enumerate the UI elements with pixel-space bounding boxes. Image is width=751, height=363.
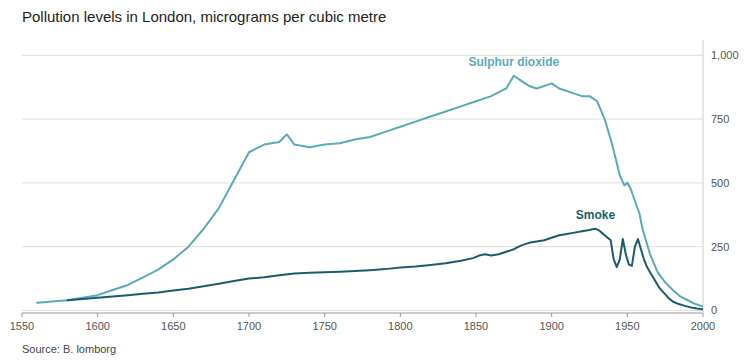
- lines: [37, 76, 703, 309]
- grid-line: [22, 310, 703, 311]
- y-grid: [22, 55, 703, 310]
- x-tick-label: 1750: [312, 320, 336, 332]
- x-tick: [173, 313, 174, 317]
- x-tick: [551, 313, 552, 317]
- x-tick: [324, 313, 325, 317]
- x-tick-label: 1850: [464, 320, 488, 332]
- x-tick: [97, 313, 98, 317]
- y-tick-label: 750: [711, 113, 729, 125]
- x-tick: [627, 313, 628, 317]
- series-line: [37, 76, 703, 307]
- series-label: Smoke: [576, 208, 616, 222]
- source: Source: B. lomborg: [22, 343, 116, 355]
- series-label: Sulphur dioxide: [468, 55, 559, 69]
- grid-line: [22, 119, 703, 120]
- title: Pollution levels in London, micrograms p…: [22, 8, 386, 25]
- x-tick-label: 1600: [85, 320, 109, 332]
- x-tick-label: 1650: [161, 320, 185, 332]
- x-tick-label: 1800: [388, 320, 412, 332]
- y-tick-label: 250: [711, 241, 729, 253]
- x-tick-label: 2000: [691, 320, 715, 332]
- grid-line: [22, 246, 703, 247]
- x-tick: [476, 313, 477, 317]
- x-tick-label: 1550: [10, 320, 34, 332]
- x-tick: [400, 313, 401, 317]
- x-axis-line: [22, 313, 703, 314]
- grid-line: [22, 55, 703, 56]
- series-line: [67, 229, 703, 309]
- x-tick: [249, 313, 250, 317]
- y-tick-label: 1,000: [711, 49, 739, 61]
- y-axis-line: [703, 40, 704, 313]
- grid-line: [22, 182, 703, 183]
- x-tick-label: 1950: [615, 320, 639, 332]
- x-tick: [703, 313, 704, 317]
- chart: Pollution levels in London, micrograms p…: [0, 0, 751, 363]
- x-tick: [22, 313, 23, 317]
- x-tick-label: 1700: [237, 320, 261, 332]
- y-tick-label: 0: [711, 304, 717, 316]
- x-tick-label: 1900: [539, 320, 563, 332]
- y-tick-label: 500: [711, 177, 729, 189]
